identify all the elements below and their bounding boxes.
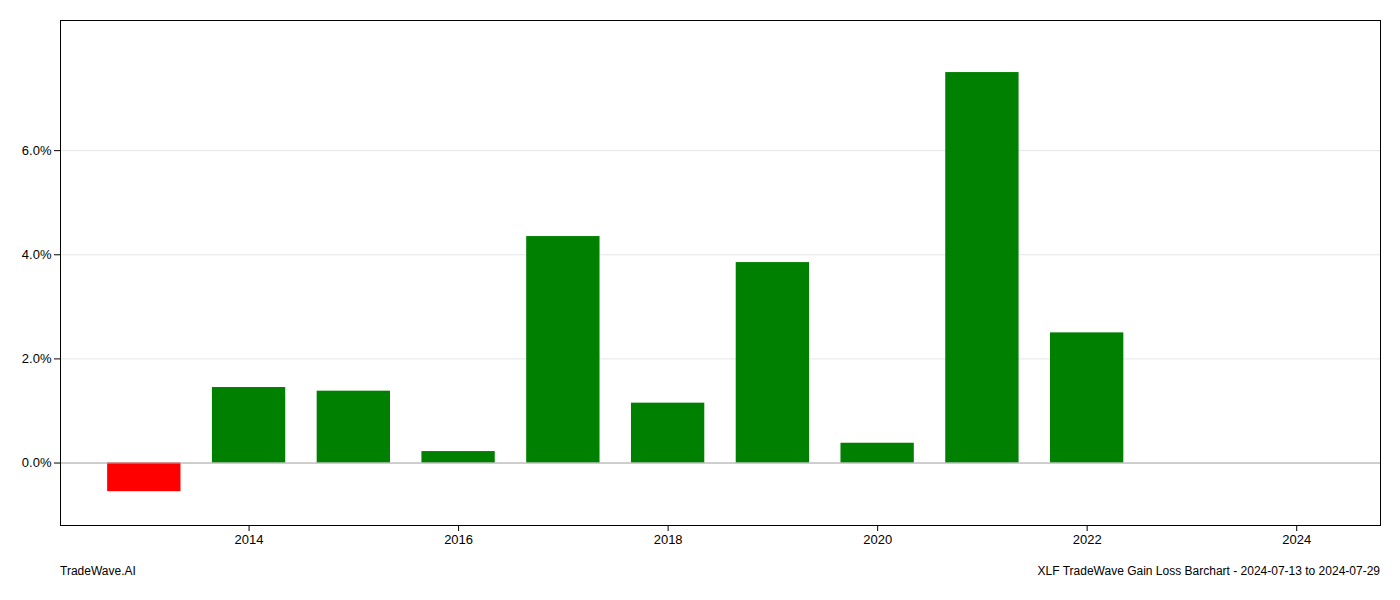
html-text:XLF TradeWave Gain Loss Barcha: XLF TradeWave Gain Loss Barchart - 2024-… <box>1037 564 1380 578</box>
html-text:TradeWave.AI: TradeWave.AI <box>60 564 136 578</box>
svg-text:2014: 2014 <box>235 532 264 547</box>
svg-text:2024: 2024 <box>1282 532 1311 547</box>
svg-text:2018: 2018 <box>654 532 683 547</box>
svg-text:0.0%: 0.0% <box>22 455 52 470</box>
svg-text:2022: 2022 <box>1073 532 1102 547</box>
svg-text:4.0%: 4.0% <box>22 247 52 262</box>
svg-text:2.0%: 2.0% <box>22 351 52 366</box>
svg-text:6.0%: 6.0% <box>22 143 52 158</box>
svg-text:2020: 2020 <box>863 532 892 547</box>
svg-text:2016: 2016 <box>444 532 473 547</box>
